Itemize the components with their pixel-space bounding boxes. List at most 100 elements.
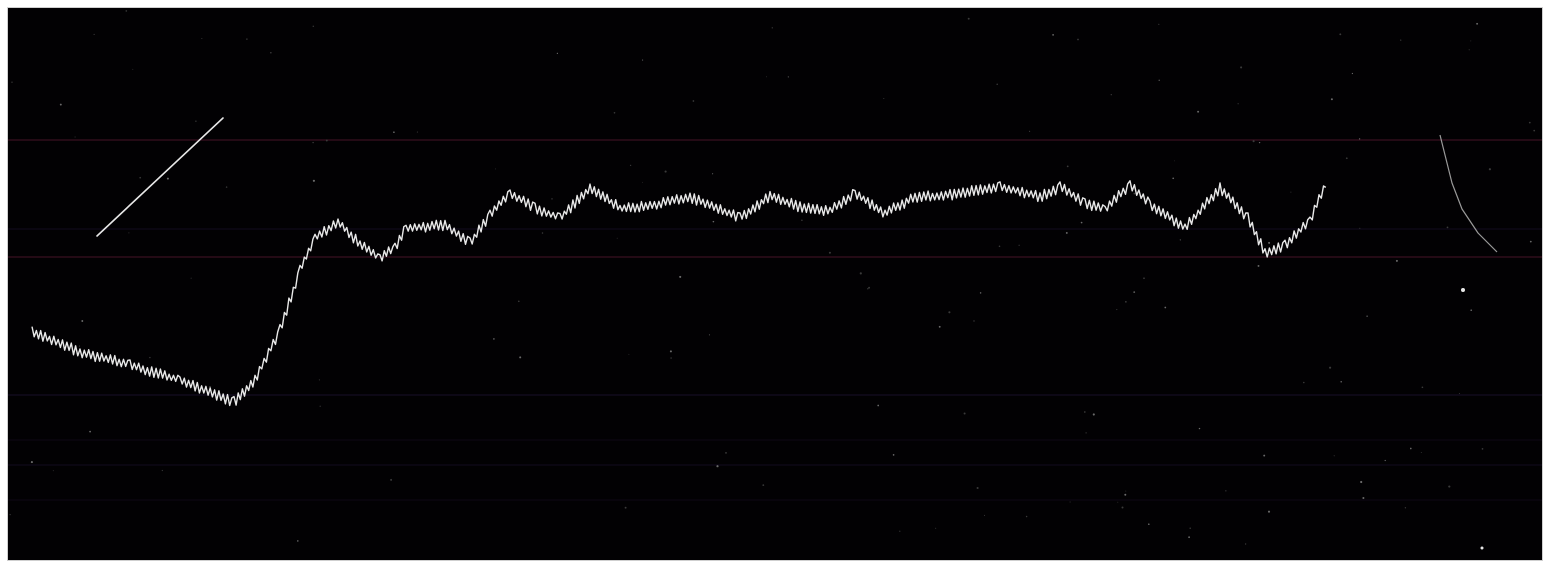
noise-speck <box>52 470 54 472</box>
noise-speck <box>967 17 970 20</box>
noise-speck <box>1333 455 1335 457</box>
noise-speck <box>209 385 212 388</box>
bright-speck <box>1461 288 1465 292</box>
noise-speck <box>541 232 544 234</box>
noise-speck <box>1252 140 1255 143</box>
noise-speck <box>1174 160 1175 162</box>
noise-specks <box>9 10 1536 545</box>
noise-speck <box>692 100 695 102</box>
noise-speck <box>1133 291 1136 293</box>
noise-speck <box>1029 130 1031 132</box>
noise-speck <box>868 286 871 289</box>
noise-speck <box>132 68 134 70</box>
noise-speck <box>973 320 975 322</box>
noise-speck <box>390 478 393 481</box>
noise-speck <box>1025 515 1028 518</box>
noise-speck <box>1143 277 1145 280</box>
noise-speck <box>551 198 553 200</box>
noise-speck <box>1488 168 1491 171</box>
noise-speck <box>319 405 321 407</box>
noise-speck <box>1148 523 1150 525</box>
noise-speck <box>1158 79 1160 81</box>
noise-speck <box>984 514 985 516</box>
noise-speck <box>1529 240 1532 243</box>
noise-speck <box>716 465 719 468</box>
noise-speck <box>1158 23 1160 25</box>
noise-speck <box>195 120 197 122</box>
noise-speck <box>628 353 630 355</box>
noise-speck <box>948 311 951 314</box>
noise-speck <box>1360 480 1363 484</box>
noise-speck <box>1340 380 1342 383</box>
noise-speck <box>89 430 91 433</box>
noise-speck <box>1085 432 1087 434</box>
noise-speck <box>1125 490 1127 492</box>
noise-speck <box>712 173 714 175</box>
noise-speck <box>139 176 142 179</box>
noise-speck <box>669 350 672 353</box>
noise-speck <box>1303 381 1305 384</box>
noise-speck <box>81 320 84 322</box>
noise-speck <box>1237 103 1239 105</box>
noise-speck <box>1124 493 1127 496</box>
bright-speck <box>1480 546 1484 550</box>
noise-speck <box>1116 309 1118 311</box>
noise-speck <box>1533 129 1536 132</box>
noise-speck <box>246 38 248 40</box>
noise-speck <box>1268 241 1271 244</box>
noise-speck <box>725 451 727 454</box>
noise-speck <box>670 357 672 359</box>
calibration-line <box>96 117 224 237</box>
noise-speck <box>629 164 632 167</box>
noise-speck <box>1366 315 1368 317</box>
noise-speck <box>1189 527 1191 530</box>
noise-speck <box>1069 501 1071 503</box>
noise-speck <box>1404 507 1407 509</box>
noise-speck <box>1358 138 1361 140</box>
noise-speck <box>976 486 979 490</box>
noise-speck <box>519 356 522 359</box>
oscillogram-photo <box>7 7 1543 561</box>
noise-speck <box>517 300 520 303</box>
noise-speck <box>416 131 418 133</box>
scan-lines <box>8 139 1542 501</box>
noise-speck <box>1188 536 1190 539</box>
noise-speck <box>624 506 627 509</box>
noise-speck <box>1240 66 1243 69</box>
noise-speck <box>828 251 831 254</box>
noise-speck <box>1421 386 1424 389</box>
noise-speck <box>1345 157 1348 160</box>
noise-speck <box>642 181 643 183</box>
noise-speck <box>766 76 767 78</box>
noise-speck <box>1351 72 1354 75</box>
noise-speck <box>495 168 497 170</box>
noise-speck <box>712 220 715 223</box>
noise-speck <box>1448 485 1451 488</box>
noise-speck <box>1470 309 1473 312</box>
noise-speck <box>892 454 895 456</box>
noise-speck <box>1470 40 1472 42</box>
noise-speck <box>1468 49 1470 51</box>
noise-speck <box>1245 543 1247 545</box>
noise-speck <box>938 325 941 328</box>
noise-speck <box>9 514 11 516</box>
noise-speck <box>801 219 803 222</box>
noise-speck <box>93 33 95 35</box>
noise-speck <box>613 111 616 114</box>
noise-speck <box>493 338 495 340</box>
noise-speck <box>1339 33 1342 36</box>
noise-speck <box>1384 459 1386 462</box>
noise-speck <box>859 272 862 275</box>
noise-speck <box>1267 510 1271 513</box>
noise-speck <box>1446 226 1449 229</box>
noise-speck <box>1400 39 1402 41</box>
noise-speck <box>883 97 885 100</box>
noise-speck <box>1077 38 1079 41</box>
noise-speck <box>935 527 937 529</box>
signal-trace-tail <box>1439 134 1498 253</box>
noise-speck <box>1481 448 1484 450</box>
noise-speck <box>771 27 773 29</box>
noise-speck <box>128 232 130 234</box>
noise-speck <box>616 237 618 239</box>
